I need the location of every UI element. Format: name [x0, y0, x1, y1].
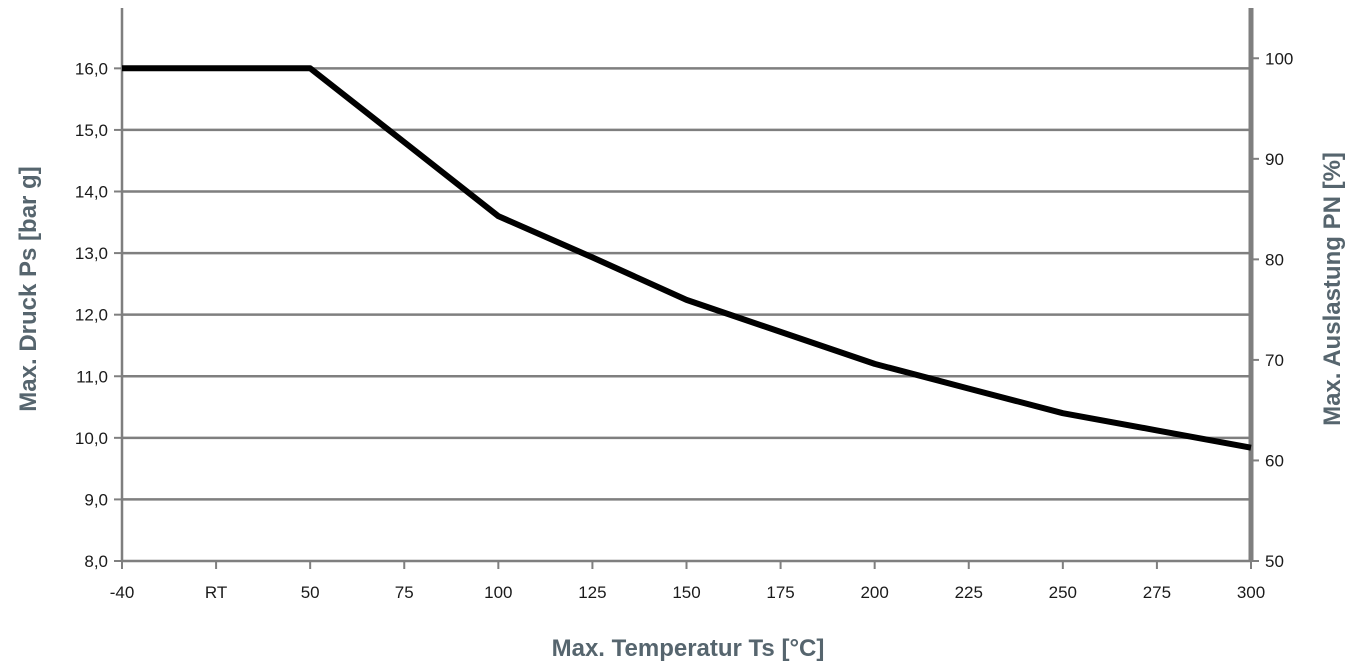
left-tick-label: 10,0: [75, 429, 108, 448]
x-tick-label: 200: [860, 583, 888, 602]
x-tick-label: 275: [1143, 583, 1171, 602]
x-tick-label: 125: [578, 583, 606, 602]
left-tick-label: 8,0: [84, 552, 108, 571]
left-y-ticks: 8,0 9,0 10,0 11,0 12,0 13,0 14,0 15,0 16,0: [75, 59, 122, 571]
x-tick-label: RT: [205, 583, 227, 602]
x-tick-label: 225: [955, 583, 983, 602]
x-tick-label: 175: [766, 583, 794, 602]
series-line: [122, 65, 1252, 451]
x-tick-label: 150: [672, 583, 700, 602]
right-tick-label: 70: [1265, 351, 1284, 370]
x-tick-label: 75: [395, 583, 414, 602]
x-tick-label: 100: [484, 583, 512, 602]
series-group: [122, 65, 1252, 451]
x-tick-label: 250: [1049, 583, 1077, 602]
x-axis-title: Max. Temperatur Ts [°C]: [552, 635, 825, 662]
left-tick-label: 12,0: [75, 306, 108, 325]
right-tick-label: 80: [1265, 250, 1284, 269]
right-tick-label: 90: [1265, 150, 1284, 169]
right-y-ticks: 50 60 70 80 90 100: [1251, 49, 1293, 571]
y-axis-title-left: Max. Druck Ps [bar g]: [15, 166, 42, 411]
x-ticks: -40 RT 50 75 100 125 150 175 200 225 250 275 300: [110, 561, 1265, 602]
x-tick-label: 300: [1237, 583, 1265, 602]
grid-lines: [122, 67, 1251, 501]
right-tick-label: 100: [1265, 49, 1293, 68]
left-tick-label: 16,0: [75, 59, 108, 78]
axes: [120, 8, 1254, 563]
left-tick-label: 11,0: [76, 367, 108, 386]
x-tick-label: 50: [301, 583, 320, 602]
right-tick-label: 60: [1265, 451, 1284, 470]
right-tick-label: 50: [1265, 552, 1284, 571]
left-tick-label: 13,0: [75, 244, 108, 263]
x-tick-label: -40: [110, 583, 135, 602]
y-axis-title-right: Max. Auslastung PN [%]: [1319, 152, 1346, 426]
left-tick-label: 9,0: [84, 490, 108, 509]
left-tick-label: 15,0: [75, 121, 108, 140]
left-tick-label: 14,0: [75, 183, 108, 202]
